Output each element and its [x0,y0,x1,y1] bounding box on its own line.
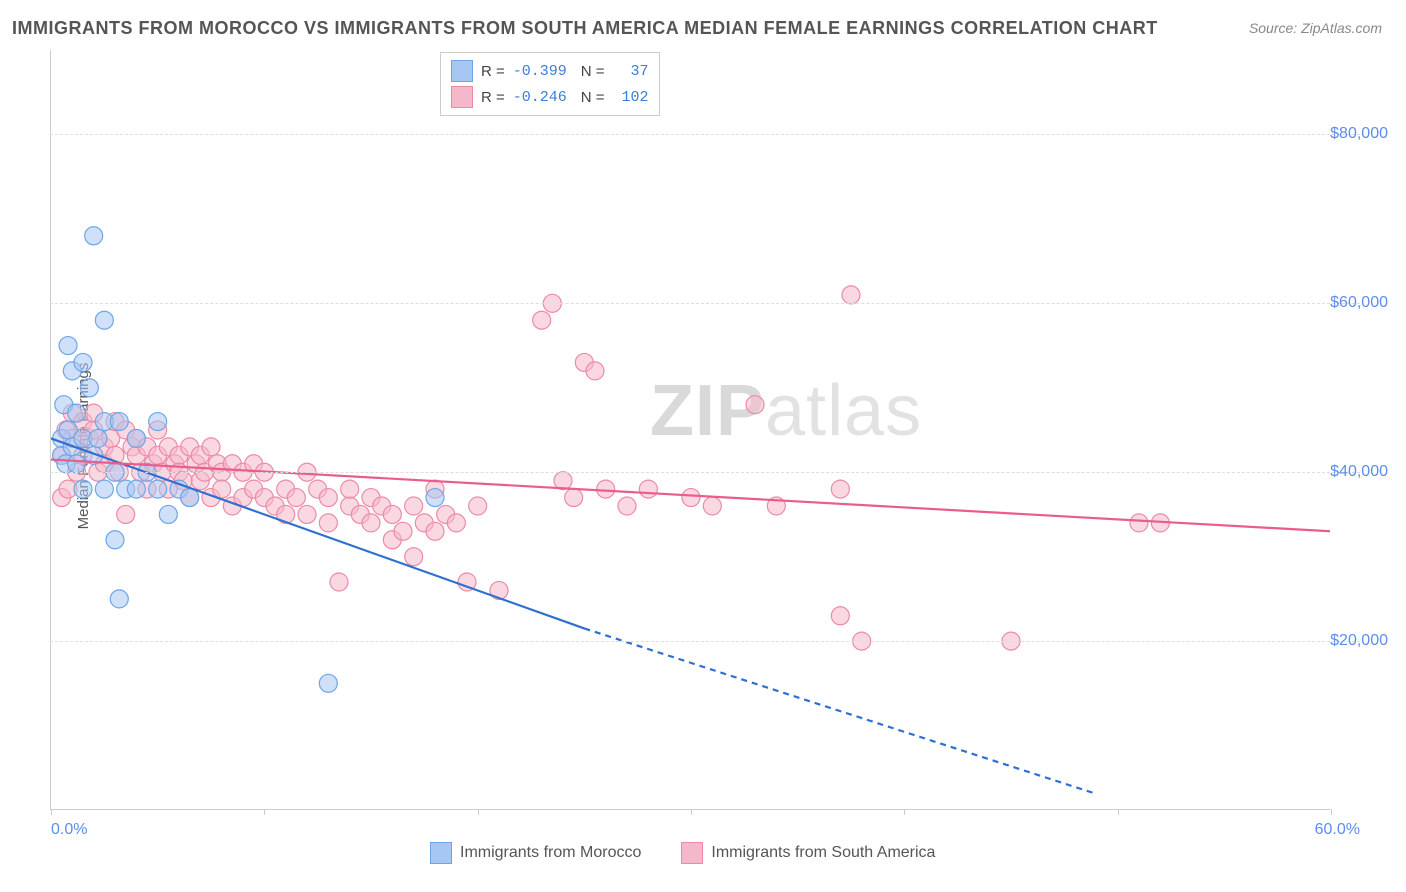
n-label: N = [581,63,605,80]
x-tick [478,809,479,815]
data-point [1130,514,1148,532]
data-point [80,379,98,397]
data-point [618,497,636,515]
data-point [117,505,135,523]
data-point [202,438,220,456]
gridline [50,472,1360,473]
data-point [426,489,444,507]
gridline [50,303,1360,304]
data-point [298,505,316,523]
data-point [74,353,92,371]
chart-svg [51,50,1330,809]
data-point [149,480,167,498]
x-tick [1331,809,1332,815]
plot-area: 0.0% 60.0% [50,50,1330,810]
data-point [746,396,764,414]
data-point [362,514,380,532]
data-point [405,548,423,566]
data-point [127,429,145,447]
data-point [405,497,423,515]
data-point [341,480,359,498]
x-tick [1118,809,1119,815]
data-point [533,311,551,329]
chart-title: IMMIGRANTS FROM MOROCCO VS IMMIGRANTS FR… [12,18,1158,39]
y-tick-label: $40,000 [1330,463,1388,481]
data-point [639,480,657,498]
y-tick-label: $20,000 [1330,632,1388,650]
x-tick [51,809,52,815]
data-point [213,480,231,498]
legend-swatch [681,842,703,864]
r-label: R = [481,89,505,106]
data-point [159,505,177,523]
data-point [842,286,860,304]
legend-swatch [451,60,473,82]
data-point [59,337,77,355]
r-label: R = [481,63,505,80]
data-point [85,227,103,245]
data-point [95,311,113,329]
r-value: -0.246 [513,89,573,106]
data-point [319,489,337,507]
y-tick-label: $60,000 [1330,294,1388,312]
gridline [50,134,1360,135]
legend-swatch [430,842,452,864]
stats-legend-row: R = -0.246 N = 102 [451,84,649,110]
n-value: 37 [613,63,649,80]
r-value: -0.399 [513,63,573,80]
data-point [68,455,86,473]
data-point [469,497,487,515]
y-tick-label: $80,000 [1330,125,1388,143]
legend-swatch [451,86,473,108]
data-point [831,480,849,498]
data-point [447,514,465,532]
x-tick [691,809,692,815]
data-point [586,362,604,380]
trend-line [51,438,584,628]
data-point [703,497,721,515]
x-tick [264,809,265,815]
x-axis-min-label: 0.0% [51,821,87,839]
bottom-legend-item: Immigrants from Morocco [430,842,641,864]
data-point [394,522,412,540]
data-point [149,413,167,431]
data-point [110,590,128,608]
data-point [287,489,305,507]
data-point [831,607,849,625]
data-point [319,674,337,692]
n-value: 102 [613,89,649,106]
legend-label: Immigrants from South America [711,844,935,862]
data-point [74,480,92,498]
x-axis-max-label: 60.0% [1315,821,1360,839]
data-point [68,404,86,422]
data-point [426,522,444,540]
data-point [330,573,348,591]
data-point [383,505,401,523]
data-point [565,489,583,507]
stats-legend: R = -0.399 N = 37 R = -0.246 N = 102 [440,52,660,116]
data-point [127,480,145,498]
data-point [95,480,113,498]
stats-legend-row: R = -0.399 N = 37 [451,58,649,84]
gridline [50,641,1360,642]
data-point [106,531,124,549]
bottom-legend-item: Immigrants from South America [681,842,935,864]
data-point [597,480,615,498]
n-label: N = [581,89,605,106]
source-label: Source: ZipAtlas.com [1249,20,1382,36]
trend-line [584,628,1094,793]
data-point [110,413,128,431]
data-point [682,489,700,507]
x-tick [904,809,905,815]
bottom-legend: Immigrants from Morocco Immigrants from … [430,842,935,864]
data-point [319,514,337,532]
data-point [89,429,107,447]
legend-label: Immigrants from Morocco [460,844,641,862]
